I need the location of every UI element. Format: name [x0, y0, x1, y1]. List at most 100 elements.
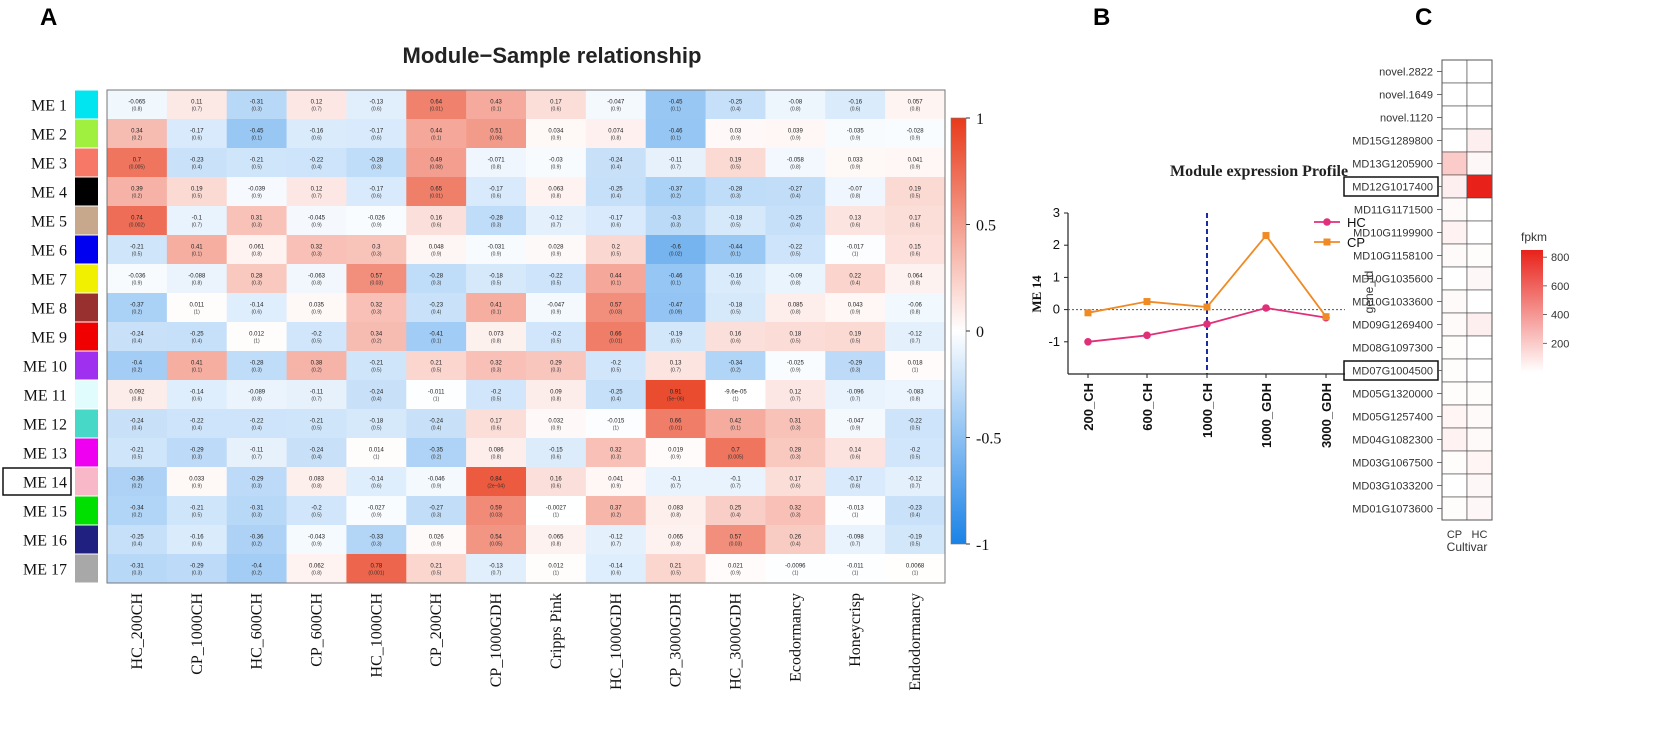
cell-pvalue: (0.005): [728, 455, 744, 461]
highlight-box: [2, 467, 72, 496]
cell-value: -0.21: [310, 419, 324, 425]
data-point-cp: [1143, 298, 1151, 306]
heatmap-cell: [346, 409, 407, 439]
fpkm-cell: [1466, 358, 1493, 383]
module-color-swatch: [75, 525, 98, 554]
fpkm-cell: [1466, 151, 1493, 176]
cell-value: -0.45: [669, 100, 683, 106]
heatmap-cell: [526, 235, 587, 265]
cell-value: 0.13: [849, 216, 861, 222]
cell-pvalue: (0.2): [611, 513, 622, 519]
heatmap-cell: [765, 351, 826, 381]
cell-value: 0.065: [548, 535, 564, 541]
cell-pvalue: (0.03): [370, 281, 383, 287]
cell-pvalue: (0.3): [611, 455, 622, 461]
cell-value: -0.16: [190, 535, 204, 541]
cell-pvalue: (0.6): [611, 571, 622, 577]
cell-pvalue: (0.3): [252, 107, 263, 113]
module-color-swatch: [75, 119, 98, 148]
cell-value: -0.12: [908, 477, 922, 483]
cell-pvalue: (0.3): [850, 368, 861, 374]
heatmap-cell: [107, 351, 168, 381]
cell-value: -0.015: [607, 419, 625, 425]
cell-value: 0.12: [790, 390, 802, 396]
heatmap-cell: [526, 438, 587, 468]
cell-pvalue: (0.8): [671, 542, 682, 548]
cell-pvalue: (1): [912, 368, 918, 374]
cell-value: -0.27: [429, 506, 443, 512]
heatmap-cell: [286, 351, 347, 381]
cell-pvalue: (0.4): [730, 513, 741, 519]
fpkm-cell: [1466, 174, 1493, 199]
panel-b-label: B: [1093, 4, 1110, 31]
module-color-swatch: [75, 322, 98, 351]
row-label: ME 15: [23, 504, 67, 521]
cell-pvalue: (0.9): [910, 165, 921, 171]
heatmap-cell: [765, 525, 826, 555]
heatmap-cell: [825, 554, 886, 584]
cell-value: 0.026: [429, 535, 445, 541]
cell-pvalue: (0.6): [730, 339, 741, 345]
heatmap-cell: [107, 496, 168, 526]
column-label: HC_3000GDH: [728, 593, 745, 690]
fpkm-cell: [1466, 473, 1493, 498]
heatmap-cell: [466, 409, 527, 439]
cell-pvalue: (0.5): [132, 252, 143, 258]
heatmap-cell: [885, 177, 946, 207]
cell-value: -0.039: [248, 187, 266, 193]
cell-value: -0.28: [729, 187, 743, 193]
heatmap-cell: [885, 525, 946, 555]
row-label: ME 1: [31, 98, 67, 115]
cell-pvalue: (0.5): [671, 571, 682, 577]
heatmap-cell: [466, 380, 527, 410]
cell-value: -0.028: [907, 129, 925, 135]
cell-value: -0.21: [130, 245, 144, 251]
heatmap-cell: [825, 409, 886, 439]
colorbar-tick-label: 0: [976, 324, 984, 341]
cell-pvalue: (1): [912, 571, 918, 577]
heatmap-cell: [226, 351, 287, 381]
gene-label: MD04G1082300: [1352, 435, 1433, 447]
cell-value: 0.17: [790, 477, 802, 483]
cell-value: -0.25: [609, 390, 623, 396]
heatmap-cell: [645, 496, 706, 526]
cell-value: -0.071: [488, 158, 506, 164]
module-color-swatch: [75, 438, 98, 467]
cell-pvalue: (0.5): [371, 426, 382, 432]
cell-pvalue: (0.005): [129, 165, 145, 171]
cell-value: -0.027: [368, 506, 386, 512]
heatmap-cell: [466, 554, 527, 584]
cell-value: -0.2: [491, 390, 502, 396]
cell-pvalue: (0.05): [490, 542, 503, 548]
row-label: ME 12: [23, 417, 67, 434]
heatmap-cell: [585, 119, 647, 149]
gene-label: MD11G1171500: [1354, 205, 1433, 217]
heatmap-cell: [526, 119, 587, 149]
cell-value: -0.063: [308, 274, 326, 280]
heatmap-cell: [885, 409, 946, 439]
cell-pvalue: (0.8): [551, 397, 562, 403]
data-point-cp: [1084, 309, 1092, 317]
cell-value: 0.086: [489, 448, 505, 454]
heatmap-cell: [107, 322, 168, 352]
heatmap-cell: [765, 177, 826, 207]
cell-value: 0.17: [490, 419, 502, 425]
colorbar-tick-label: 0.5: [976, 218, 996, 235]
cell-pvalue: (0.5): [910, 426, 921, 432]
heatmap-cell: [645, 322, 706, 352]
heatmap-cell: [765, 235, 826, 265]
heatmap-cell: [526, 351, 587, 381]
cell-value: -0.13: [489, 564, 503, 570]
cell-value: 0.28: [251, 274, 263, 280]
heatmap-cell: [645, 380, 706, 410]
heatmap-cell: [705, 206, 766, 236]
cell-pvalue: (0.7): [671, 368, 682, 374]
cell-value: 0.57: [610, 303, 622, 309]
heatmap-cell: [705, 322, 766, 352]
cell-value: 0.57: [371, 274, 383, 280]
heatmap-cell: [226, 525, 287, 555]
heatmap-cell: [406, 206, 467, 236]
heatmap-cell: [346, 322, 407, 352]
cell-pvalue: (0.001): [368, 571, 384, 577]
cell-value: -0.22: [549, 274, 563, 280]
